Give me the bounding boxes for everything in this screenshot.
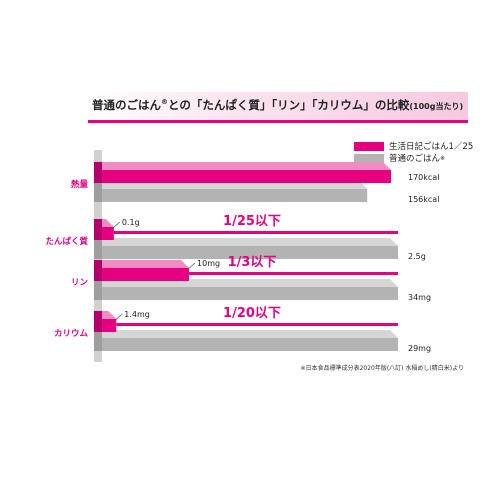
legend-item-secondary: 普通のごはん ※ bbox=[354, 152, 445, 164]
bar-secondary-side-3 bbox=[94, 330, 102, 351]
data-label-secondary-0: 156kcal bbox=[408, 195, 439, 204]
legend-swatch-secondary bbox=[354, 153, 384, 163]
bar-primary-side-1 bbox=[94, 219, 102, 240]
bar-secondary-3 bbox=[102, 338, 398, 351]
bar-primary-3 bbox=[102, 319, 117, 332]
bar-secondary-0 bbox=[102, 189, 368, 202]
chart-title: 普通のごはん®との「たんぱく質」「リン」「カリウム」の比較(100g当たり) bbox=[92, 98, 464, 112]
legend-label-primary: 生活日記ごはん1／25 bbox=[389, 142, 474, 152]
data-label-secondary-3: 29mg bbox=[408, 344, 431, 353]
legend-label-secondary: 普通のごはん bbox=[389, 154, 441, 164]
bar-primary-1 bbox=[102, 227, 114, 240]
data-label-primary-1: 0.1g bbox=[122, 218, 140, 227]
bar-secondary-top-1 bbox=[94, 238, 398, 246]
bar-secondary-top-3 bbox=[94, 330, 398, 338]
label-leader-2 bbox=[186, 262, 196, 271]
ratio-label-1: 1/25以下 bbox=[223, 214, 281, 229]
data-label-primary-3: 1.4mg bbox=[124, 310, 150, 319]
data-label-primary-0: 170kcal bbox=[408, 173, 439, 182]
category-label-1: たんぱく質 bbox=[45, 236, 88, 247]
bar-secondary-side-1 bbox=[94, 238, 102, 259]
footnote: ※日本食品標準成分表2020年版(八訂) 水稲めし(精白米)より bbox=[300, 365, 464, 372]
bar-secondary-2 bbox=[102, 287, 398, 300]
label-leader-1 bbox=[111, 221, 121, 230]
bar-primary-side-2 bbox=[94, 260, 102, 281]
ratio-label-2: 1/3以下 bbox=[228, 255, 277, 270]
bar-primary-top-2 bbox=[94, 260, 190, 268]
legend-swatch-primary bbox=[354, 141, 384, 151]
legend-item-primary: 生活日記ごはん1／25 bbox=[354, 140, 473, 152]
data-label-primary-2: 10mg bbox=[197, 259, 220, 268]
category-label-3: カリウム bbox=[54, 329, 89, 339]
bar-secondary-side-2 bbox=[94, 279, 102, 300]
category-label-0: 熱量 bbox=[71, 179, 89, 190]
bar-primary-side-3 bbox=[94, 311, 102, 332]
title-bar: 普通のごはん®との「たんぱく質」「リン」「カリウム」の比較(100g当たり) bbox=[88, 92, 468, 123]
bar-primary-top-0 bbox=[94, 162, 391, 170]
ratio-line-1 bbox=[113, 231, 398, 234]
ratio-line-3 bbox=[116, 323, 398, 326]
ratio-line-2 bbox=[189, 272, 398, 275]
category-label-2: リン bbox=[71, 278, 89, 288]
bar-primary-side-0 bbox=[94, 162, 102, 183]
data-label-secondary-1: 2.5g bbox=[408, 252, 426, 261]
data-label-secondary-2: 34mg bbox=[408, 293, 431, 302]
ratio-label-3: 1/20以下 bbox=[223, 306, 281, 321]
bar-secondary-1 bbox=[102, 246, 398, 259]
label-leader-3 bbox=[114, 313, 123, 322]
bar-primary-2 bbox=[102, 268, 190, 281]
bar-primary-0 bbox=[102, 170, 391, 183]
bar-secondary-side-0 bbox=[94, 181, 102, 202]
